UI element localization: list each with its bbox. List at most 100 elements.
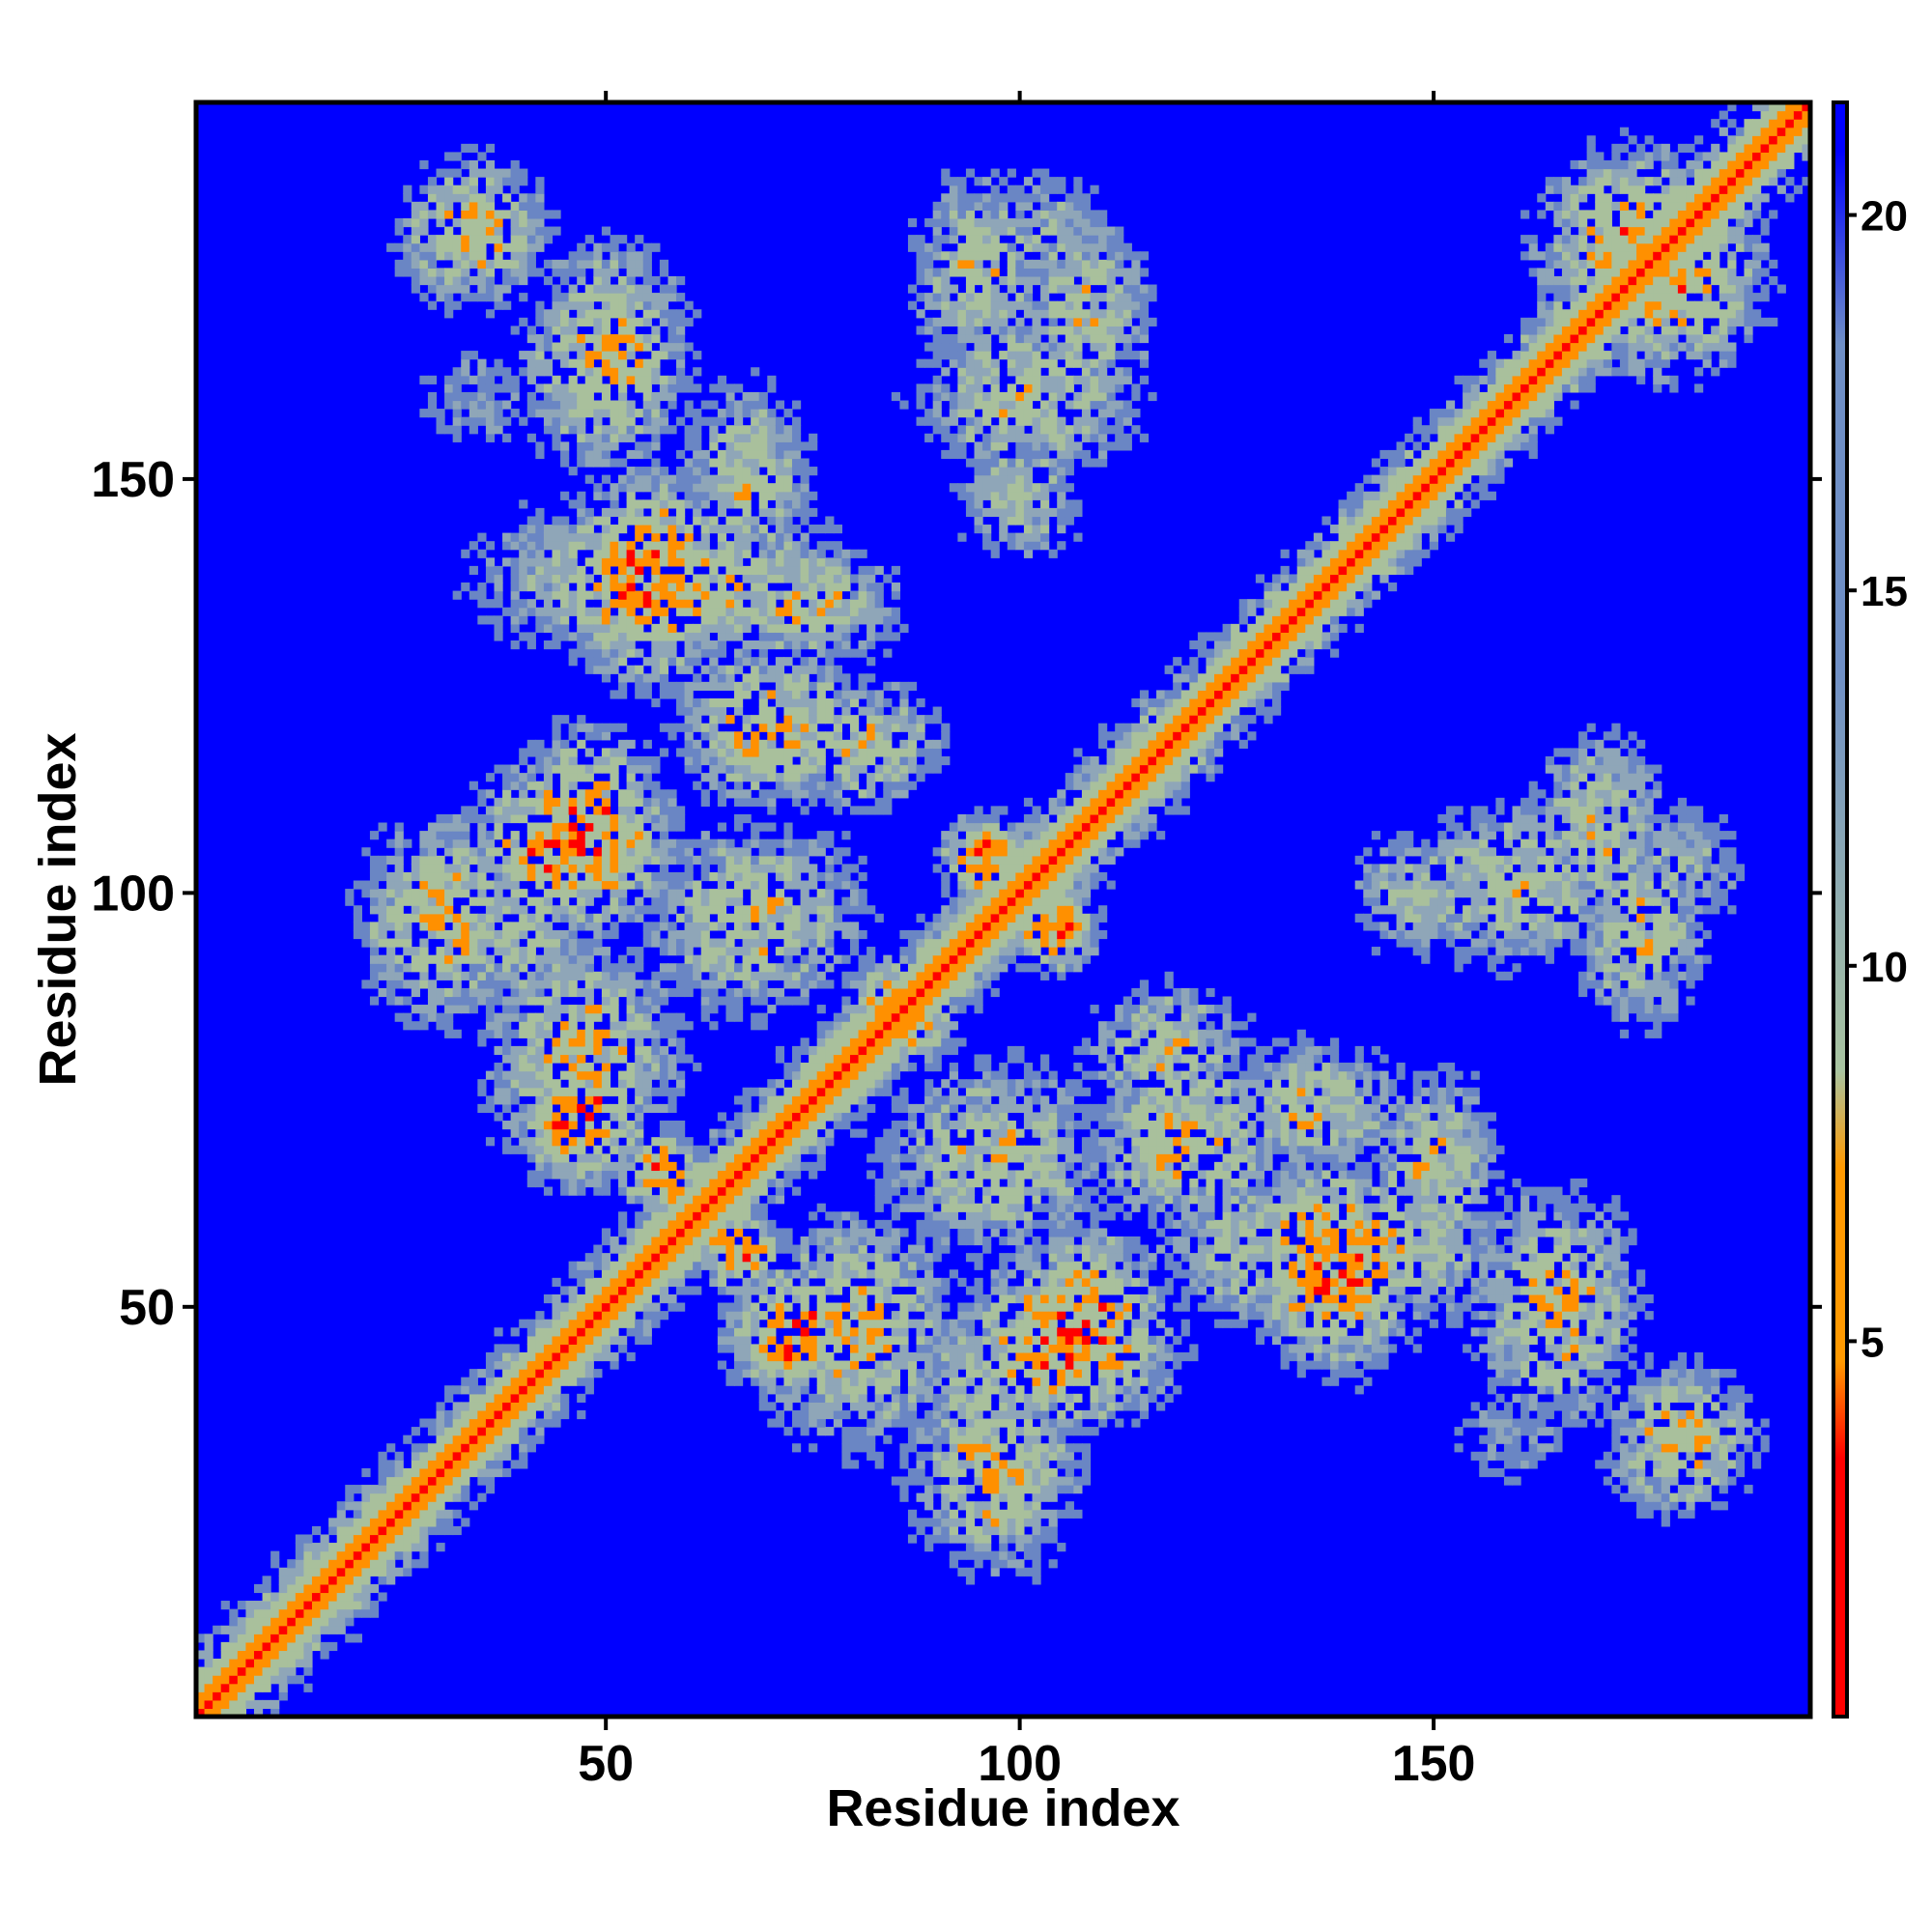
heatmap-cell bbox=[535, 1369, 545, 1378]
heatmap-cell bbox=[676, 1211, 686, 1221]
heatmap-cell bbox=[775, 507, 785, 518]
heatmap-cell bbox=[684, 665, 694, 674]
heatmap-cell bbox=[809, 582, 818, 592]
heatmap-cell bbox=[635, 251, 644, 261]
heatmap-cell bbox=[725, 574, 735, 583]
heatmap-cell bbox=[303, 1625, 313, 1634]
heatmap-cell bbox=[825, 1045, 835, 1056]
heatmap-cell bbox=[610, 351, 619, 360]
heatmap-cell bbox=[477, 947, 487, 956]
heatmap-cell bbox=[816, 665, 826, 674]
heatmap-cell bbox=[775, 467, 785, 476]
heatmap-cell bbox=[668, 499, 677, 509]
heatmap-cell bbox=[461, 259, 470, 269]
heatmap-cell bbox=[477, 954, 487, 964]
heatmap-cell bbox=[734, 913, 744, 923]
heatmap-cell bbox=[543, 607, 554, 616]
heatmap-cell bbox=[494, 565, 503, 576]
heatmap-cell bbox=[485, 971, 496, 980]
heatmap-cell bbox=[758, 980, 768, 989]
heatmap-cell bbox=[626, 351, 636, 360]
heatmap-cell bbox=[676, 309, 686, 319]
heatmap-cell bbox=[543, 525, 554, 534]
heatmap-cell bbox=[601, 226, 611, 236]
heatmap-cell bbox=[526, 516, 536, 526]
heatmap-cell bbox=[510, 168, 520, 178]
heatmap-cell bbox=[800, 1261, 810, 1270]
heatmap-cell bbox=[742, 607, 752, 616]
heatmap-cell bbox=[734, 1311, 744, 1321]
heatmap-cell bbox=[403, 1467, 412, 1478]
heatmap-cell bbox=[700, 755, 710, 766]
heatmap-cell bbox=[635, 1153, 644, 1163]
heatmap-cell bbox=[526, 333, 536, 344]
heatmap-cell bbox=[560, 889, 570, 898]
heatmap-cell bbox=[469, 259, 478, 269]
heatmap-cell bbox=[626, 507, 636, 518]
heatmap-cell bbox=[444, 1451, 454, 1461]
heatmap-cell bbox=[684, 425, 694, 435]
heatmap-cell bbox=[809, 864, 818, 873]
heatmap-cell bbox=[601, 351, 611, 360]
heatmap-cell bbox=[543, 1402, 554, 1411]
heatmap-cell bbox=[427, 922, 438, 931]
heatmap-cell bbox=[816, 1261, 826, 1270]
heatmap-cell bbox=[610, 491, 619, 500]
heatmap-cell bbox=[452, 889, 462, 898]
heatmap-cell bbox=[833, 607, 842, 616]
heatmap-cell bbox=[560, 838, 570, 848]
heatmap-cell bbox=[742, 441, 752, 451]
heatmap-cell bbox=[833, 1369, 842, 1378]
heatmap-cell bbox=[791, 947, 802, 956]
heatmap-cell bbox=[783, 541, 793, 551]
heatmap-cell bbox=[659, 375, 669, 384]
heatmap-cell bbox=[237, 1650, 247, 1660]
heatmap-cell bbox=[610, 996, 619, 1006]
heatmap-cell bbox=[601, 822, 611, 832]
heatmap-cell bbox=[659, 813, 669, 824]
heatmap-cell bbox=[584, 640, 594, 650]
heatmap-cell bbox=[618, 1045, 628, 1056]
heatmap-cell bbox=[758, 838, 768, 848]
heatmap-cell bbox=[626, 905, 636, 915]
heatmap-cell bbox=[526, 409, 536, 418]
heatmap-cell bbox=[510, 615, 520, 625]
heatmap-cell bbox=[452, 375, 462, 384]
heatmap-cell bbox=[461, 813, 470, 824]
heatmap-cell bbox=[709, 697, 719, 708]
heatmap-cell bbox=[535, 831, 545, 840]
heatmap-cell bbox=[642, 847, 652, 857]
heatmap-cell bbox=[618, 739, 628, 749]
heatmap-cell bbox=[593, 781, 603, 790]
heatmap-cell bbox=[825, 1302, 835, 1312]
heatmap-cell bbox=[568, 326, 578, 335]
heatmap-cell bbox=[758, 1261, 768, 1270]
heatmap-cell bbox=[676, 333, 686, 344]
heatmap-cell bbox=[800, 665, 810, 674]
heatmap-cell bbox=[758, 1344, 768, 1353]
heatmap-cell bbox=[444, 871, 454, 882]
heatmap-cell bbox=[833, 871, 842, 882]
heatmap-cell bbox=[717, 1195, 727, 1205]
heatmap-cell bbox=[642, 797, 652, 807]
heatmap-cell bbox=[568, 1070, 578, 1080]
heatmap-cell bbox=[593, 1045, 603, 1056]
heatmap-cell bbox=[684, 739, 694, 749]
heatmap-cell bbox=[403, 1543, 412, 1552]
heatmap-cell bbox=[618, 1021, 628, 1031]
heatmap-cell bbox=[610, 755, 619, 766]
heatmap-cell bbox=[601, 1293, 611, 1304]
heatmap-cell bbox=[535, 582, 545, 592]
heatmap-cell bbox=[427, 268, 438, 277]
heatmap-cell bbox=[584, 1344, 594, 1353]
heatmap-cell bbox=[651, 781, 661, 790]
heatmap-cell bbox=[584, 235, 594, 244]
heatmap-cell bbox=[717, 789, 727, 799]
heatmap-cell bbox=[626, 1253, 636, 1263]
heatmap-cell bbox=[519, 499, 528, 509]
heatmap-cell bbox=[386, 855, 396, 865]
heatmap-cell bbox=[816, 1335, 826, 1345]
heatmap-cell bbox=[552, 938, 561, 948]
heatmap-cell bbox=[535, 1112, 545, 1122]
heatmap-cell bbox=[751, 1170, 760, 1179]
